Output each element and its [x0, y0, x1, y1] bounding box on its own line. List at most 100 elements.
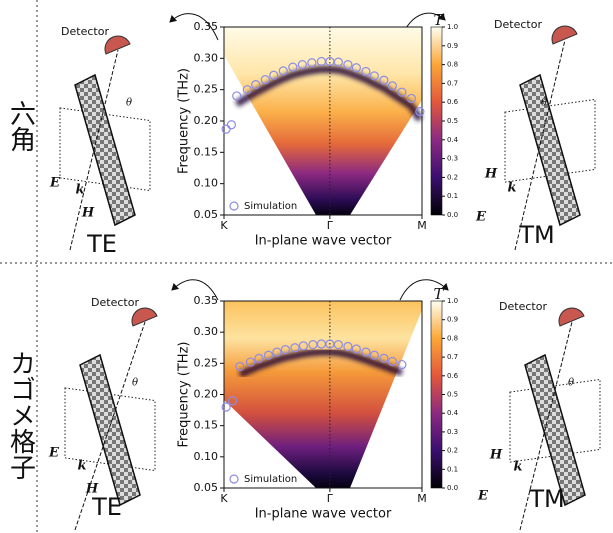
legend-marker	[229, 201, 239, 211]
simulation-point	[297, 59, 307, 70]
y-tick-label: 0.15	[194, 419, 219, 432]
simulation-point	[343, 59, 353, 70]
simulation-point	[242, 85, 252, 95]
y-tick-label: 0.10	[194, 450, 219, 463]
legend-label: Simulation	[244, 474, 297, 485]
y-tick-label: 0.35	[194, 20, 219, 33]
simulation-point	[351, 344, 361, 354]
x-axis-label: In-plane wave vector	[255, 234, 392, 249]
colorbar-tick-label: 0.8	[447, 334, 458, 342]
plane	[64, 387, 156, 472]
colorbar-tick-label: 0.0	[447, 211, 458, 219]
row-label: 六角	[6, 100, 36, 152]
y-tick-label: 0.35	[194, 294, 219, 307]
x-tick-label: Γ	[327, 492, 334, 505]
e-label: E	[48, 446, 60, 461]
beam	[69, 49, 119, 251]
y-tick-label: 0.05	[194, 481, 219, 494]
y-tick-label: 0.30	[194, 325, 219, 338]
simulation-point	[251, 80, 261, 90]
plane	[509, 378, 601, 463]
theta-label: θ	[132, 378, 138, 389]
simulation-point	[397, 359, 407, 370]
simulation-point	[415, 106, 425, 117]
simulation-point	[361, 66, 371, 77]
sample-plate	[74, 73, 136, 227]
colorbar-label: T	[433, 11, 444, 29]
beam	[74, 321, 146, 531]
detector-label: Detector	[494, 18, 542, 31]
simulation-point	[288, 62, 298, 72]
k-label: k	[513, 460, 522, 475]
colorbar-tick-label: 0.5	[447, 117, 458, 125]
y-tick-label: 0.25	[194, 356, 219, 369]
h-label: H	[484, 167, 498, 182]
k-label: k	[77, 459, 86, 474]
simulation-point	[387, 81, 397, 91]
simulation-point	[379, 353, 389, 363]
h-label: H	[489, 448, 503, 463]
y-tick-label: 0.10	[194, 177, 219, 190]
simulation-point	[379, 75, 389, 85]
x-tick-label: M	[417, 492, 427, 505]
simulation-point	[221, 124, 231, 134]
colorbar-tick-label: 0.4	[447, 409, 459, 417]
detector	[551, 25, 578, 45]
mode-label: TM	[518, 221, 554, 249]
x-tick-label: Γ	[327, 219, 334, 232]
sample-plate	[79, 353, 141, 507]
detector-label: Detector	[91, 296, 139, 309]
colorbar	[430, 300, 443, 489]
colorbar-tick-label: 1.0	[447, 23, 458, 31]
h-label: H	[85, 482, 99, 497]
colorbar-tick-label: 1.0	[447, 297, 458, 305]
colorbar	[430, 26, 443, 216]
simulation-point	[280, 345, 291, 355]
colorbar-tick-label: 0.2	[447, 447, 458, 455]
detector	[558, 307, 585, 327]
simulation-point	[232, 91, 242, 101]
mode-label: TE	[91, 493, 122, 521]
simulation-point	[290, 343, 300, 353]
k-label: k	[507, 181, 516, 196]
e-label: E	[475, 210, 487, 225]
y-tick-label: 0.20	[194, 114, 219, 127]
colorbar-tick-label: 0.5	[447, 391, 458, 399]
simulation-point	[369, 350, 379, 360]
simulation-point	[272, 347, 282, 357]
simulation-point	[406, 93, 417, 104]
x-axis-label: In-plane wave vector	[255, 507, 392, 522]
simulation-point	[263, 350, 274, 360]
detector-label: Detector	[499, 300, 547, 313]
colorbar-tick-label: 0.0	[447, 484, 458, 492]
colorbar-tick-label: 0.7	[447, 79, 458, 87]
simulation-point	[278, 66, 288, 76]
simulation-point	[397, 87, 407, 97]
simulation-point	[333, 340, 343, 350]
x-tick-label: K	[220, 219, 228, 232]
colorbar-tick-label: 0.3	[447, 428, 458, 436]
colorbar-tick-label: 0.6	[447, 372, 459, 380]
y-axis-label: Frequency (THz)	[177, 68, 192, 174]
x-tick-label: M	[417, 219, 427, 232]
sample-plate	[524, 353, 586, 507]
colorbar-tick-label: 0.9	[447, 42, 458, 50]
detector	[104, 35, 131, 55]
arrow	[169, 13, 219, 41]
simulation-point	[361, 347, 371, 357]
detector-label: Detector	[61, 25, 109, 38]
k-label: k	[75, 183, 84, 198]
theta-label: θ	[568, 378, 574, 389]
theta-label: θ	[126, 98, 132, 109]
simulation-point	[369, 71, 379, 81]
simulation-point	[235, 361, 245, 372]
simulation-point	[227, 396, 238, 406]
plane	[59, 107, 151, 192]
legend-label: Simulation	[244, 201, 297, 212]
simulation-point	[245, 357, 256, 367]
simulation-point	[333, 57, 343, 67]
colorbar-label: T	[433, 285, 444, 303]
mode-label: TE	[86, 230, 117, 258]
x-tick-label: K	[220, 492, 228, 505]
